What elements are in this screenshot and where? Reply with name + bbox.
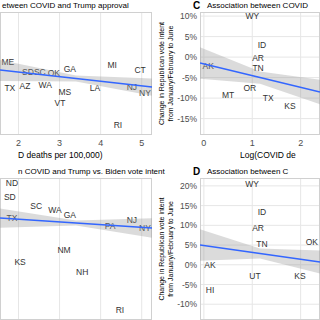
grid-line [200, 16, 320, 17]
confidence-band [200, 47, 320, 104]
state-label: WY [245, 12, 259, 21]
panel: 01210%5%0%-5%-10%-15%WYIDARTNAKORMTTXKSC… [158, 0, 320, 160]
y-axis-title: from January/February to June [167, 26, 175, 122]
state-label: UT [249, 271, 260, 281]
state-label: AZ [20, 81, 31, 91]
grid-line [100, 178, 101, 320]
plot-frame [201, 13, 320, 135]
grid-line [300, 178, 301, 320]
x-tick-label: 5 [139, 138, 144, 148]
state-label: ID [258, 207, 267, 217]
x-tick-label: 3 [57, 138, 62, 148]
grid-line [200, 304, 320, 305]
grid-line [100, 12, 101, 135]
x-tick-label: 1 [250, 138, 255, 148]
grid-line [200, 284, 320, 285]
panel-title: etween COVID and Trump approval [2, 1, 129, 10]
state-label: GA [64, 64, 77, 74]
state-label: RI [114, 120, 123, 130]
state-label: WY [245, 179, 259, 189]
y-tick-label: 10% [180, 220, 197, 230]
state-label: MI [107, 60, 116, 70]
state-label: RI [116, 305, 125, 315]
plot-frame [201, 179, 320, 320]
panel-title: n COVID and Trump vs. Biden vote intent [18, 167, 166, 176]
plot-frame [1, 179, 152, 320]
y-axis-title: from January/February to June [167, 201, 175, 297]
fit-line [0, 70, 152, 87]
grid-line [141, 178, 142, 320]
grid-line [200, 118, 320, 119]
state-label: MS [59, 87, 72, 97]
confidence-band [0, 208, 152, 237]
x-tick-label: 2 [298, 138, 303, 148]
x-tick-label: 0 [201, 138, 206, 148]
state-label: ID [258, 40, 267, 50]
x-axis-title: Log(COVID de [240, 150, 296, 160]
y-tick-label: 5% [185, 240, 198, 250]
y-tick-label: 0% [185, 52, 198, 62]
state-label: SD [4, 192, 16, 202]
plot-area: WYIDARTNAKORMTTXKS [200, 12, 320, 111]
panel-label: D [193, 166, 200, 177]
y-tick-label: -5% [182, 280, 198, 290]
panel: 2345MESDSCOKGAMICTTXAZWAMSVTLANJNYRIetwe… [0, 1, 152, 160]
y-axis-title: Change in Republican vote intent [158, 22, 166, 125]
panel: NDSDSCTXWAGAPANJNYNMKSNHRIn COVID and Tr… [0, 167, 166, 320]
state-label: TX [263, 93, 274, 103]
fit-line [200, 63, 320, 92]
panel: 20% 15% 10% 5% 0% -5% -10% WY ID AR TN OK AK HI UT KS DA… [158, 166, 320, 320]
state-label: AR [252, 223, 264, 233]
state-label: AR [252, 53, 264, 63]
y-tick-label: -10% [177, 299, 197, 309]
panel-label: C [193, 0, 200, 11]
state-label: KS [294, 271, 306, 281]
confidence-band [200, 229, 320, 273]
confidence-band [0, 60, 152, 96]
y-tick-label: 5% [185, 32, 198, 42]
state-label: TN [256, 239, 267, 249]
state-label: OK [306, 237, 319, 247]
state-label: VT [55, 98, 66, 108]
state-label: NM [57, 245, 70, 255]
state-label: AK [204, 260, 216, 270]
grid-line [300, 12, 301, 135]
y-tick-label: 15% [180, 201, 197, 211]
y-tick-label: 20% [180, 181, 197, 191]
state-label: WA [38, 80, 52, 90]
state-label: MT [222, 90, 234, 100]
state-label: HI [206, 285, 215, 295]
plot-frame [1, 13, 152, 135]
fit-line [0, 218, 152, 228]
fit-line [200, 245, 320, 262]
grid-line [200, 185, 320, 186]
x-tick-label: 4 [98, 138, 103, 148]
state-label: TX [4, 83, 15, 93]
state-label: WA [48, 205, 62, 215]
y-tick-label: -5% [182, 73, 198, 83]
y-tick-label: 10% [180, 11, 197, 21]
state-label: OR [243, 83, 256, 93]
state-label: KS [284, 101, 296, 111]
panel-title: Association between C [207, 167, 289, 176]
x-tick-label: 2 [16, 138, 21, 148]
state-label: GA [64, 210, 77, 220]
panel-title: Association between COVID [207, 1, 308, 10]
grid-line [200, 36, 320, 37]
figure: 2345MESDSCOKGAMICTTXAZWAMSVTLANJNYRIetwe… [0, 0, 320, 320]
y-tick-label: 0% [185, 260, 198, 270]
state-label: KS [14, 257, 26, 267]
state-label: CT [134, 65, 145, 75]
y-tick-label: -10% [177, 93, 197, 103]
y-tick-label: -15% [177, 114, 197, 124]
plot-area: WY ID AR TN OK AK HI UT KS [200, 179, 320, 295]
y-axis-title: Change in Republican vote intent [158, 197, 166, 300]
state-label: NH [76, 267, 88, 277]
plot-area: MESDSCOKGAMICTTXAZWAMSVTLANJNYRI [0, 57, 152, 130]
state-label: ND [6, 178, 18, 188]
plot-area: NDSDSCTXWAGAPANJNYNMKSNHRI [0, 178, 152, 315]
x-axis-title: D deaths per 100,000) [18, 150, 103, 160]
state-label: SC [30, 201, 42, 211]
grid-line [18, 178, 19, 320]
